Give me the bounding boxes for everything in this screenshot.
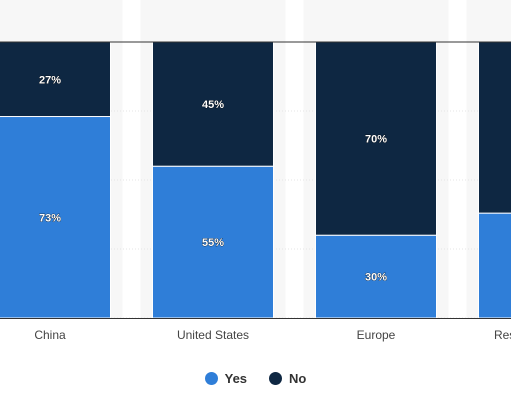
legend-item-yes[interactable]: Yes [204,370,248,386]
chart-area: 73% 27% China 55% 45% United States 30% 70% Euro… [0,41,511,342]
bar-yes-rest-of-the-world [478,212,511,319]
legend-marker-no [269,371,283,385]
data-label-no-europe: 70% [365,134,387,146]
legend: Yes No [0,366,511,390]
bar-no-china [0,41,111,118]
bar-yes-united-states [152,165,274,319]
legend-marker-yes [204,371,218,385]
x-tick-label-china: China [34,328,66,342]
legend-label-no: No [289,370,307,386]
x-tick-label-europe: Europe [357,328,396,342]
data-label-yes-europe: 30% [365,272,387,284]
data-label-yes-united-states: 55% [202,237,224,249]
legend-label-yes: Yes [224,370,248,386]
data-label-no-united-states: 45% [202,99,224,111]
bar-no-rest-of-the-world [478,41,511,214]
legend-item-no[interactable]: No [269,371,306,386]
data-label-no-china: 27% [39,74,61,86]
x-tick-label-united-states: United States [177,328,249,342]
bar-no-united-states [152,41,274,167]
bar-no-europe [315,41,437,236]
data-label-yes-china: 73% [39,212,61,224]
x-tick-label-rest-of-the-world: Rest of the world [494,328,511,342]
bar-yes-europe [315,234,437,319]
stacked-bar-chart: 73% 27% China 55% 45% United States 30% 70% Euro… [0,41,511,342]
